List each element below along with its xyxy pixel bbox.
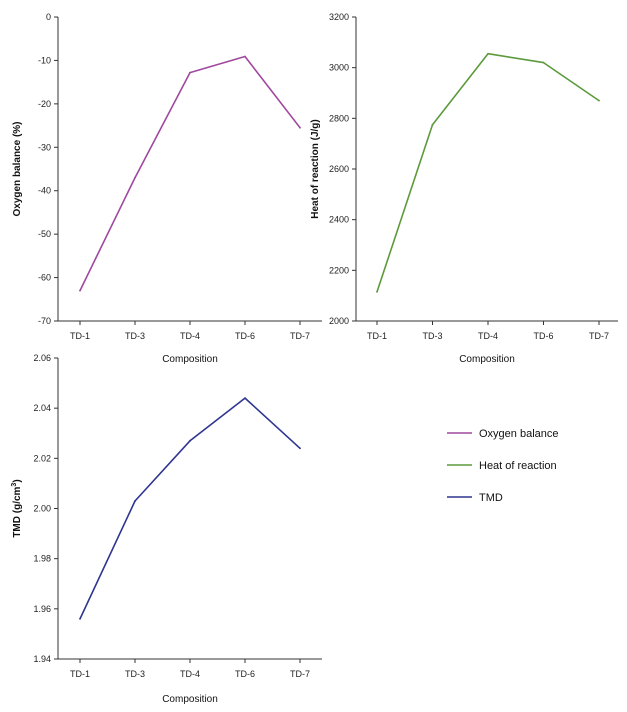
- data-point-td-7: [299, 126, 301, 129]
- y-tick-label: -70: [38, 316, 51, 326]
- legend-item-tmd: TMD: [447, 492, 503, 504]
- data-point-td-6: [244, 397, 246, 400]
- y-tick-label: 2.04: [33, 403, 51, 413]
- y-tick-label: 2.02: [33, 453, 51, 463]
- x-tick-label: TD-4: [180, 669, 200, 679]
- x-tick-label: TD-4: [478, 331, 498, 341]
- y-tick-label: -10: [38, 55, 51, 65]
- y-tick-label: 1.94: [33, 654, 51, 664]
- tmd-chart: 2.06 2.04 2.02 2.00 1.98 1.96 1.94 TD-1 TD-3 TD-4…: [11, 353, 322, 705]
- x-tick-label: TD-3: [125, 331, 145, 341]
- legend-item-heat-of-reaction: Heat of reaction: [447, 460, 557, 472]
- y-tick-label: 3000: [329, 63, 349, 73]
- x-axis-title: Composition: [162, 354, 218, 365]
- x-axis-title: Composition: [162, 694, 218, 705]
- heat-of-reaction-chart: 3200 3000 2800 2600 2400 2200 2000 TD-1 TD-3 TD-4…: [310, 12, 618, 365]
- data-point-td-1: [79, 289, 81, 292]
- y-axis-title: Oxygen balance (%): [12, 121, 23, 216]
- y-tick-label: -30: [38, 142, 51, 152]
- legend-label-oxygen-balance: Oxygen balance: [479, 428, 559, 440]
- y-tick-label: 2.00: [33, 504, 51, 514]
- data-point-td-4: [189, 439, 191, 442]
- data-point-td-7: [598, 99, 600, 102]
- oxygen-balance-chart: 0 -10 -20 -30 -40 -50 -60 -70 TD-1 TD-3 TD-4 TD-6 TD…: [12, 12, 322, 365]
- y-tick-label: -50: [38, 229, 51, 239]
- data-point-td-7: [299, 447, 301, 450]
- y-tick-label: 2400: [329, 215, 349, 225]
- data-point-td-1: [79, 617, 81, 620]
- x-tick-label: TD-7: [589, 331, 609, 341]
- y-tick-label: -40: [38, 186, 51, 196]
- data-point-td-6: [542, 61, 545, 64]
- legend-item-oxygen-balance: Oxygen balance: [447, 428, 559, 440]
- y-tick-label: 2800: [329, 113, 349, 123]
- y-tick-label: 1.96: [33, 604, 51, 614]
- x-axis-title: Composition: [459, 354, 515, 365]
- x-tick-label: TD-4: [180, 331, 200, 341]
- x-tick-label: TD-7: [290, 331, 310, 341]
- y-tick-label: 2000: [329, 316, 349, 326]
- y-axis-title: TMD (g/cm3): [11, 479, 23, 537]
- x-tick-label: TD-1: [367, 331, 387, 341]
- x-tick-label: TD-3: [423, 331, 443, 341]
- series-line-oxygen-balance: [79, 55, 301, 291]
- x-tick-label: TD-6: [235, 669, 255, 679]
- data-point-td-6: [244, 55, 246, 58]
- y-tick-label: 1.98: [33, 554, 51, 564]
- y-tick-label: 0: [46, 12, 51, 22]
- legend-label-heat-of-reaction: Heat of reaction: [479, 460, 557, 472]
- y-tick-label: -20: [38, 99, 51, 109]
- legend-label-tmd: TMD: [479, 492, 503, 504]
- y-axis-title: Heat of reaction (J/g): [310, 119, 321, 218]
- x-tick-label: TD-1: [70, 669, 90, 679]
- y-tick-label: 2.06: [33, 353, 51, 363]
- series-line-tmd: [79, 397, 301, 620]
- series-line-heat-of-reaction: [376, 52, 600, 293]
- x-tick-label: TD-6: [534, 331, 554, 341]
- y-tick-label: 3200: [329, 12, 349, 22]
- data-point-td-3: [134, 176, 136, 179]
- x-tick-label: TD-3: [125, 669, 145, 679]
- x-tick-label: TD-1: [70, 331, 90, 341]
- y-tick-label: -60: [38, 273, 51, 283]
- y-tick-label: 2600: [329, 164, 349, 174]
- data-point-td-4: [487, 52, 489, 55]
- legend: Oxygen balance Heat of reaction TMD: [447, 428, 559, 504]
- data-point-td-4: [189, 71, 191, 74]
- data-point-td-3: [134, 500, 136, 502]
- data-point-td-3: [431, 123, 434, 126]
- y-tick-label: 2200: [329, 265, 349, 275]
- data-point-td-1: [376, 290, 378, 293]
- x-tick-label: TD-7: [290, 669, 310, 679]
- x-tick-label: TD-6: [235, 331, 255, 341]
